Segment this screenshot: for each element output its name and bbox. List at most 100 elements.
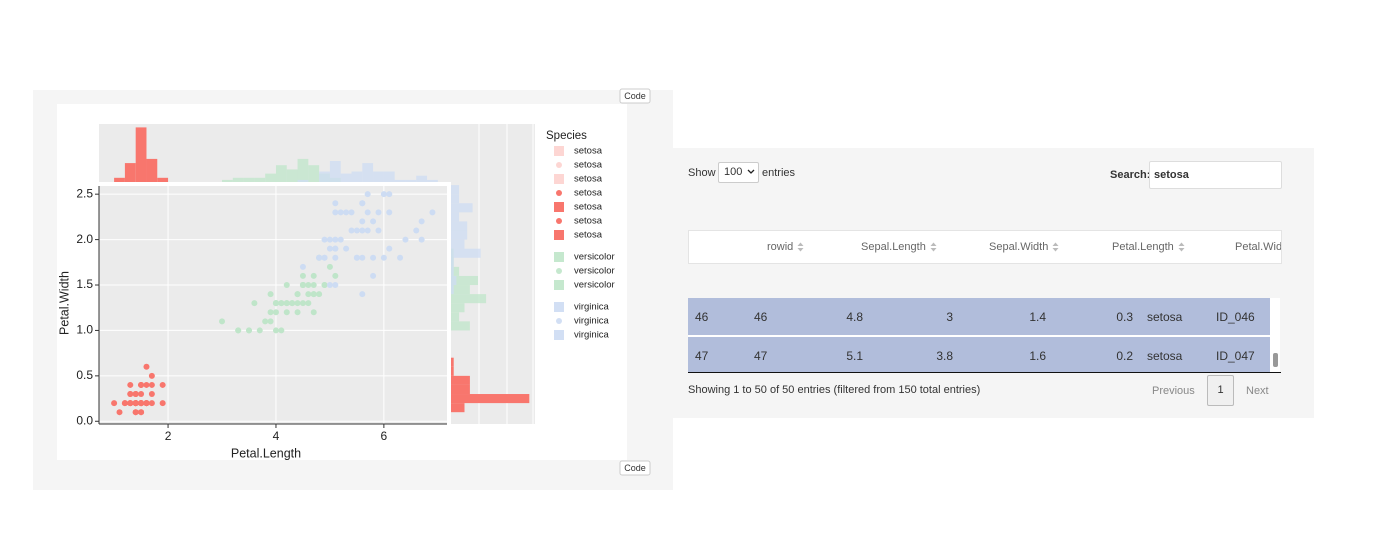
table-cell: 0.3 [1116, 310, 1133, 324]
legend-label[interactable]: setosa [574, 230, 603, 241]
scatter-point [159, 381, 166, 388]
top-histogram-bar [275, 165, 287, 182]
scatter-point [370, 254, 377, 261]
column-header[interactable]: Petal.Length [1112, 231, 1185, 263]
scatter-point [267, 318, 274, 325]
search-input[interactable]: setosa [1149, 161, 1282, 189]
scatter-point [283, 309, 290, 316]
legend-label[interactable]: versicolor [574, 280, 615, 291]
scrollbar-thumb[interactable] [1273, 353, 1278, 367]
scatter-point [278, 327, 285, 334]
legend-symbol [556, 268, 562, 274]
right-histogram-bar [451, 275, 457, 286]
sort-arrows [1174, 241, 1185, 253]
top-histogram-bar [222, 179, 233, 182]
legend-title: Species [546, 130, 587, 142]
table-row [688, 337, 1270, 373]
right-histogram-bar [451, 248, 481, 258]
pagination-page[interactable]: 1 [1207, 375, 1234, 406]
scatter-point [278, 300, 285, 307]
top-histogram-bar [394, 179, 406, 182]
column-header[interactable]: rowid [767, 231, 804, 263]
top-histogram-bar [297, 179, 309, 182]
scatter-point [386, 209, 393, 216]
table-cell: 46 [695, 310, 709, 324]
scatter-point [299, 282, 306, 289]
top-histogram-bar [114, 177, 125, 182]
code-button[interactable] [619, 88, 651, 104]
scatter-point [316, 291, 323, 298]
y-tick-label: 1.5 [76, 277, 93, 291]
length-value[interactable]: 100 [724, 166, 743, 178]
pagination-previous[interactable]: Previous [1152, 385, 1195, 397]
scatter-point [132, 400, 139, 407]
scatter-point [289, 300, 296, 307]
code-button-label[interactable]: Code [624, 91, 646, 101]
sort-arrows [1048, 241, 1059, 253]
scatter-point [386, 245, 393, 252]
search-value[interactable]: setosa [1154, 169, 1189, 181]
right-histogram-bar [451, 357, 454, 367]
top-histogram-bar [362, 163, 374, 182]
scatter-point [337, 236, 344, 243]
top-histogram-bar [427, 179, 438, 182]
right-histogram-bar [451, 375, 470, 385]
scatter-point [375, 209, 382, 216]
legend-symbol [556, 318, 562, 324]
scatter-point [337, 209, 344, 216]
top-histogram-bar [351, 171, 363, 182]
code-button[interactable] [619, 460, 651, 476]
table-cell: 3.8 [936, 349, 953, 363]
scatter-point [299, 300, 306, 307]
top-histogram-bar [254, 177, 266, 182]
legend-label[interactable]: setosa [574, 216, 603, 227]
pagination-next[interactable]: Next [1246, 385, 1269, 397]
legend-label[interactable]: virginica [574, 330, 610, 341]
legend-label[interactable]: versicolor [574, 252, 615, 263]
right-histogram-bar [451, 257, 454, 267]
right-histogram-bar [451, 312, 460, 322]
scatter-point [413, 227, 420, 234]
column-header[interactable]: Petal.Width [1235, 231, 1281, 263]
right-histogram-bar [451, 321, 470, 331]
scatter-point [364, 209, 371, 216]
scatter-point [305, 282, 312, 289]
scatter-point [283, 300, 290, 307]
pagination-page-label[interactable]: 1 [1217, 384, 1224, 396]
right-histogram-bar [451, 266, 454, 276]
legend-symbol [554, 280, 564, 290]
legend-label[interactable]: setosa [574, 174, 603, 185]
scatter-point [143, 381, 150, 388]
datatable-widget: Show 100 entries Search: setosa rowid Sep… [673, 148, 1314, 418]
scatter-point [380, 191, 387, 198]
legend-label[interactable]: setosa [574, 146, 603, 157]
scatter-point [127, 391, 134, 398]
legend-label[interactable]: setosa [574, 202, 603, 213]
scatter-point [272, 300, 279, 307]
scatter-point [332, 200, 339, 207]
legend-symbol [554, 330, 564, 340]
legend-label[interactable]: setosa [574, 160, 603, 171]
top-histogram-bar [297, 158, 309, 182]
right-histogram-bar [451, 212, 460, 222]
length-select[interactable]: 100 [718, 162, 759, 183]
legend-label[interactable]: versicolor [574, 266, 615, 277]
legend-label[interactable]: virginica [574, 302, 610, 313]
scatter-point [326, 263, 333, 270]
legend-label[interactable]: virginica [574, 316, 610, 327]
right-histogram-bar [451, 239, 465, 249]
x-tick-label: 2 [165, 429, 172, 443]
scatter-point [143, 363, 150, 370]
column-header[interactable]: Sepal.Width [989, 231, 1059, 263]
top-histogram-bar [286, 169, 298, 182]
top-histogram-bar [340, 173, 352, 182]
scatter-point [370, 218, 377, 225]
right-histogram-bar [451, 285, 454, 295]
scatter-point [283, 282, 290, 289]
code-button-label[interactable]: Code [624, 463, 646, 473]
y-axis-label: Petal.Width [57, 271, 71, 335]
scatter-point [305, 291, 312, 298]
legend-label[interactable]: setosa [574, 188, 603, 199]
column-header[interactable]: Sepal.Length [861, 231, 937, 263]
top-histogram-bar [383, 171, 395, 182]
